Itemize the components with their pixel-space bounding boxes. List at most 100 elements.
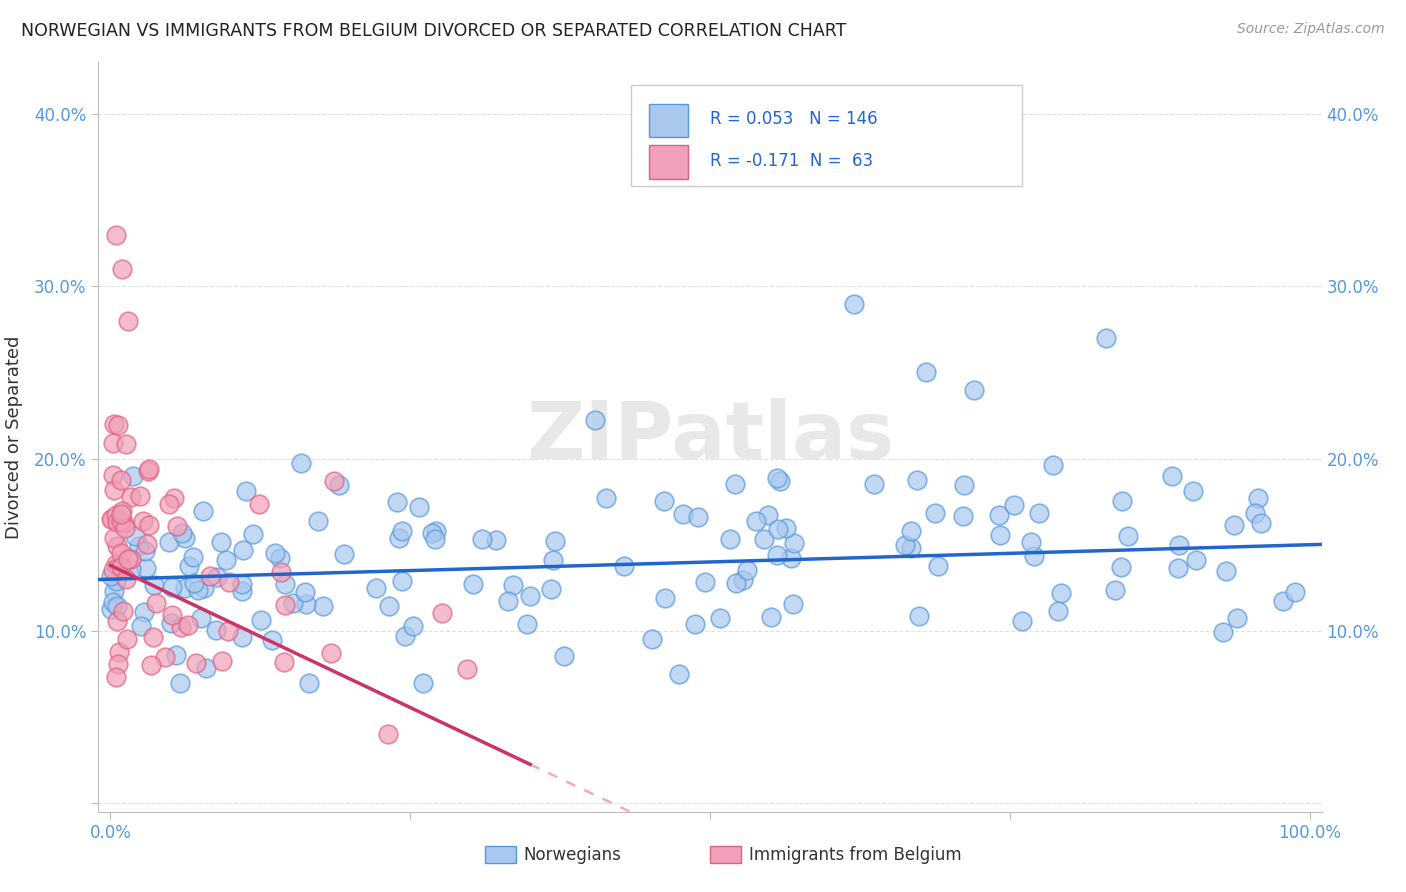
Point	[1185, 552, 1208, 566]
Point	[1168, 538, 1191, 552]
Point	[235, 483, 257, 498]
Point	[963, 383, 986, 397]
Point	[366, 581, 388, 595]
Point	[519, 589, 541, 603]
Point	[516, 617, 538, 632]
Point	[723, 477, 745, 491]
Point	[103, 595, 125, 609]
Text: ZIPatlas: ZIPatlas	[526, 398, 894, 476]
Text: NORWEGIAN VS IMMIGRANTS FROM BELGIUM DIVORCED OR SEPARATED CORRELATION CHART: NORWEGIAN VS IMMIGRANTS FROM BELGIUM DIV…	[21, 22, 846, 40]
Point	[134, 544, 156, 558]
Point	[470, 532, 492, 546]
Point	[693, 574, 716, 589]
Point	[174, 581, 197, 595]
Point	[142, 578, 165, 592]
Text: Source: ZipAtlas.com: Source: ZipAtlas.com	[1237, 22, 1385, 37]
Point	[388, 531, 411, 545]
Point	[688, 510, 710, 524]
Point	[169, 675, 191, 690]
Point	[718, 533, 741, 547]
Point	[1019, 535, 1042, 549]
Point	[186, 656, 208, 670]
Point	[312, 599, 335, 614]
Point	[385, 495, 408, 509]
Point	[485, 533, 508, 547]
Point	[231, 584, 253, 599]
Point	[908, 608, 931, 623]
Point	[544, 533, 567, 548]
Point	[394, 629, 416, 643]
Point	[136, 464, 159, 478]
Point	[502, 578, 524, 592]
Point	[114, 521, 136, 535]
Point	[1094, 331, 1116, 345]
Point	[1002, 498, 1025, 512]
Point	[420, 526, 443, 541]
FancyBboxPatch shape	[648, 145, 688, 178]
Point	[425, 524, 447, 538]
Point	[145, 596, 167, 610]
Point	[231, 630, 253, 644]
Point	[142, 631, 165, 645]
Point	[915, 366, 938, 380]
Point	[1243, 506, 1265, 520]
Point	[110, 514, 132, 528]
Point	[103, 564, 125, 578]
Point	[430, 607, 453, 621]
Point	[108, 645, 131, 659]
Point	[842, 296, 865, 310]
Point	[111, 504, 134, 518]
Point	[924, 506, 946, 520]
Point	[307, 514, 329, 528]
Point	[322, 474, 344, 488]
Point	[496, 593, 519, 607]
Point	[103, 531, 125, 545]
Point	[160, 616, 183, 631]
FancyBboxPatch shape	[648, 103, 688, 137]
Point	[138, 518, 160, 533]
Point	[1226, 611, 1249, 625]
Point	[752, 532, 775, 546]
Point	[115, 572, 138, 586]
Point	[1042, 458, 1064, 472]
Point	[769, 474, 792, 488]
Point	[100, 511, 122, 525]
Point	[105, 599, 128, 614]
Point	[262, 632, 284, 647]
Point	[745, 514, 768, 528]
Point	[952, 478, 974, 492]
Point	[269, 550, 291, 565]
Point	[165, 648, 187, 662]
Point	[1022, 549, 1045, 563]
Point	[103, 417, 125, 431]
Point	[1111, 494, 1133, 508]
Point	[181, 549, 204, 564]
Point	[1250, 516, 1272, 530]
Point	[766, 549, 789, 563]
Point	[782, 597, 804, 611]
Point	[274, 576, 297, 591]
Point	[170, 525, 193, 540]
Point	[163, 491, 186, 505]
Point	[129, 619, 152, 633]
Point	[735, 563, 758, 577]
Point	[1118, 529, 1140, 543]
Point	[408, 500, 430, 515]
Point	[179, 558, 201, 573]
Point	[541, 553, 564, 567]
Point	[207, 570, 229, 584]
Point	[294, 584, 316, 599]
Point	[927, 558, 949, 573]
Point	[157, 497, 180, 511]
Point	[104, 508, 127, 523]
Point	[124, 529, 146, 543]
Point	[211, 655, 233, 669]
Point	[1047, 604, 1070, 618]
Point	[107, 418, 129, 433]
Point	[218, 575, 240, 590]
Point	[1167, 561, 1189, 575]
Point	[377, 599, 399, 613]
Point	[1011, 614, 1033, 628]
Point	[1215, 565, 1237, 579]
Point	[672, 507, 695, 521]
